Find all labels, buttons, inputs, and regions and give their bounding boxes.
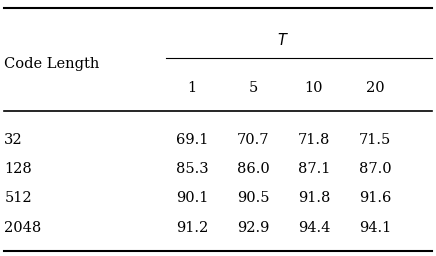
Text: 2048: 2048 xyxy=(4,221,41,235)
Text: 91.6: 91.6 xyxy=(359,191,391,205)
Text: 90.5: 90.5 xyxy=(237,191,269,205)
Text: 87.1: 87.1 xyxy=(298,162,330,176)
Text: 5: 5 xyxy=(248,81,258,95)
Text: 91.8: 91.8 xyxy=(298,191,330,205)
Text: 1: 1 xyxy=(187,81,196,95)
Text: 85.3: 85.3 xyxy=(176,162,208,176)
Text: 86.0: 86.0 xyxy=(236,162,269,176)
Text: 70.7: 70.7 xyxy=(237,133,269,146)
Text: 94.1: 94.1 xyxy=(359,221,391,235)
Text: 71.8: 71.8 xyxy=(298,133,330,146)
Text: 90.1: 90.1 xyxy=(176,191,208,205)
Text: 87.0: 87.0 xyxy=(359,162,391,176)
Text: 92.9: 92.9 xyxy=(237,221,269,235)
Text: 10: 10 xyxy=(305,81,323,95)
Text: 20: 20 xyxy=(366,81,384,95)
Text: 91.2: 91.2 xyxy=(176,221,208,235)
Text: 512: 512 xyxy=(4,191,32,205)
Text: 69.1: 69.1 xyxy=(176,133,208,146)
Text: 128: 128 xyxy=(4,162,32,176)
Text: $T$: $T$ xyxy=(277,32,290,48)
Text: 94.4: 94.4 xyxy=(298,221,330,235)
Text: 71.5: 71.5 xyxy=(359,133,391,146)
Text: Code Length: Code Length xyxy=(4,57,100,71)
Text: 32: 32 xyxy=(4,133,23,146)
